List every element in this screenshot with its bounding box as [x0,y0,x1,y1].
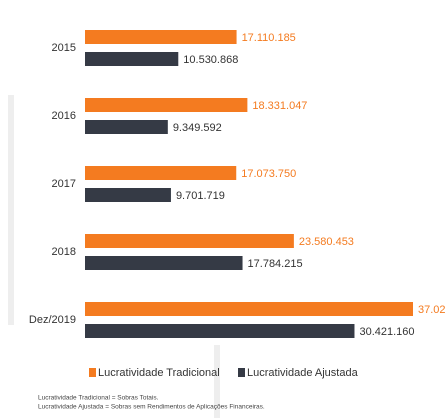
bar [85,302,413,316]
value-label: 37.027.753 [418,304,446,316]
category-label: 2016 [52,110,76,122]
bar [85,98,248,112]
bar [85,256,243,270]
bar [85,30,237,44]
value-label: 9.701.719 [176,190,225,202]
value-label: 17.073.750 [241,168,296,180]
value-label: 18.331.047 [252,100,307,112]
value-label: 30.421.160 [359,326,414,338]
value-label: 17.110.185 [242,32,296,44]
category-label: 2015 [52,42,76,54]
bar [85,234,294,248]
bar [85,166,237,180]
bar [85,188,171,202]
value-label: 9.349.592 [173,122,222,134]
bar [85,324,355,338]
value-label: 17.784.215 [248,258,303,270]
legend-label: Lucratividade Tradicional [98,367,220,379]
category-label: 2018 [52,246,76,258]
legend-swatch [89,368,96,377]
bar [85,52,179,66]
category-label: Dez/2019 [29,314,76,326]
note: Lucratividade Tradicional = Sobras Totai… [38,395,159,402]
category-label: 2017 [52,178,76,190]
value-label: 23.580.453 [299,236,354,248]
legend-swatch [238,368,245,377]
decoration [214,345,220,418]
bar [85,120,168,134]
value-label: 10.530.868 [183,54,238,66]
note: Lucratividade Ajustada = Sobras sem Rend… [38,404,265,411]
legend-label: Lucratividade Ajustada [247,367,359,379]
decoration [8,95,14,325]
